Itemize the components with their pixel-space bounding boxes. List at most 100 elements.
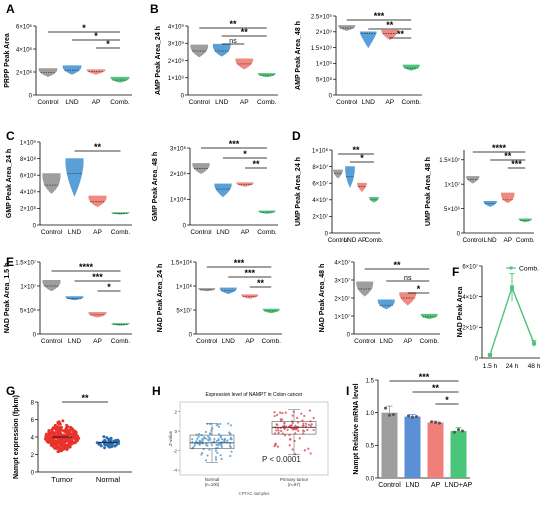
y-tick-label: 0 <box>347 332 351 338</box>
box-point <box>298 437 301 440</box>
bar-data-point <box>388 413 391 417</box>
box-point <box>214 456 218 459</box>
box-point <box>203 436 206 439</box>
x-tick-label: LND <box>362 99 375 106</box>
box-point <box>208 436 211 440</box>
significance-label: * <box>445 395 449 405</box>
x-tick-label: Control <box>378 482 401 489</box>
x-tick-label: AP <box>503 237 512 244</box>
box-point <box>230 450 233 453</box>
box-point <box>273 411 276 414</box>
x-tick-label: Comb. <box>110 99 130 106</box>
y-tick-label: 0 <box>189 332 193 338</box>
box-point <box>283 422 286 425</box>
box-point <box>219 422 222 426</box>
violin-lnd <box>65 158 84 197</box>
violin-ap <box>381 29 399 41</box>
panel-letter: H <box>152 384 161 398</box>
violin-ap <box>241 294 259 299</box>
scatter-point <box>70 427 74 431</box>
box <box>271 421 317 435</box>
violin-control <box>192 163 210 175</box>
x-tick-label: LND <box>215 99 228 106</box>
violin-ap <box>399 292 417 306</box>
scatter-point <box>47 429 51 433</box>
y-tick-label: 6 <box>31 418 35 424</box>
violin-ap <box>501 192 515 204</box>
x-tick-label: Control <box>41 338 63 345</box>
panel-letter: C <box>6 129 15 143</box>
y-tick-label: 2×10⁷ <box>312 214 328 221</box>
chart-panel-G: G 0 2 4 6 8 Nampt expression (fpkm) Tumor Normal… <box>6 384 132 484</box>
y-tick-label: 5×10⁷ <box>176 307 192 314</box>
y-tick-label: 2×10⁸ <box>20 206 37 213</box>
panel-letter: B <box>150 2 159 16</box>
x-tick-label: LND <box>65 99 78 106</box>
box-point <box>297 429 300 432</box>
y-tick-label: 0 <box>325 231 329 237</box>
box-point <box>229 446 232 449</box>
x-tick-label: 48 h <box>528 363 541 370</box>
y-tick-label: 3×10⁹ <box>168 41 185 48</box>
chart-title: Expression level of NAMPT in Colon cance… <box>206 392 303 398</box>
box-point <box>312 428 315 432</box>
data-point <box>510 285 514 290</box>
box-point <box>291 448 294 451</box>
x-tick-label: Control <box>336 99 358 106</box>
scatter-point <box>63 444 67 448</box>
box-point <box>204 430 207 434</box>
box-point <box>206 422 209 426</box>
box-point <box>273 445 276 448</box>
y-axis-label: AMP Peak Area_48 h <box>295 21 302 90</box>
box-point <box>295 427 298 431</box>
y-tick-label: 6×10⁶ <box>16 23 33 30</box>
y-tick-label: 0 <box>329 93 333 99</box>
box-point <box>210 444 214 447</box>
scatter-point <box>102 435 106 439</box>
box-point <box>281 418 284 421</box>
significance-label: * <box>82 23 86 33</box>
x-tick-label: AP <box>93 338 102 345</box>
y-tick-label: 4×10⁹ <box>168 23 185 30</box>
violin-lnd <box>212 43 231 57</box>
scatter-point <box>109 445 113 449</box>
box-point <box>213 437 216 441</box>
y-tick-label: 2×10⁷ <box>334 295 350 302</box>
box-point <box>205 459 208 462</box>
y-tick-label: 6×10⁷ <box>462 263 478 270</box>
data-point <box>488 352 492 357</box>
box-point <box>276 413 279 416</box>
violin-comb <box>402 64 420 71</box>
y-tick-label: -4 <box>173 468 177 473</box>
y-tick-label: 8×10⁷ <box>312 164 328 171</box>
y-tick-label: 0 <box>475 356 479 362</box>
box-point <box>200 453 203 456</box>
y-axis-label: UMP Peak Area_48 h <box>425 157 432 226</box>
chart-panel-E-7: E 0 5×10⁶ 1×10⁷ 1.5×10⁷ NAD Peak Area_1.5 h Co… <box>4 255 132 345</box>
y-tick-label: 1.5 <box>366 378 375 384</box>
y-tick-label: 6×10⁸ <box>20 173 37 180</box>
y-tick-label: 1×10⁹ <box>20 139 37 146</box>
scatter-point <box>58 440 62 444</box>
box-point <box>217 425 220 428</box>
scatter-point <box>111 441 115 445</box>
box-point <box>275 429 278 432</box>
box-point <box>278 411 282 414</box>
bar-lndap <box>450 430 467 478</box>
x-tick-label: Control <box>190 229 212 236</box>
significance-label: * <box>106 39 110 49</box>
box-point <box>277 431 280 434</box>
significance-label: ** <box>241 27 249 37</box>
x-tick-label: AP <box>385 99 394 106</box>
x-tick-label: Control <box>189 99 211 106</box>
scatter-point <box>56 426 60 430</box>
significance-label: ** <box>257 278 265 288</box>
scatter-point <box>106 444 110 448</box>
scatter-point <box>50 438 54 442</box>
scatter-point <box>64 437 68 441</box>
violin-control <box>356 281 374 297</box>
box-point <box>289 424 292 427</box>
x-tick-label: Comb. <box>111 229 131 236</box>
y-axis-label: Nampt expression (fpkm) <box>13 395 20 479</box>
